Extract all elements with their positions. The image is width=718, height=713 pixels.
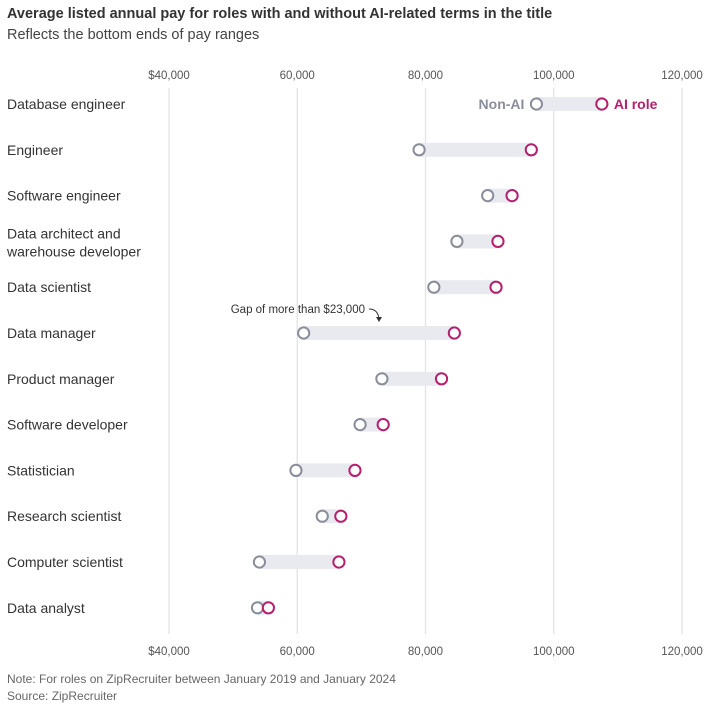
gap-annotation: Gap of more than $23,000 bbox=[231, 304, 365, 316]
category-label: Data architect and warehouse developer bbox=[6, 225, 141, 259]
non-ai-point bbox=[450, 234, 464, 248]
non-ai-point bbox=[375, 372, 389, 386]
non-ai-point bbox=[427, 280, 441, 294]
range-bar bbox=[259, 555, 339, 569]
chart-title: Average listed annual pay for roles with… bbox=[7, 6, 553, 22]
range-bar bbox=[303, 326, 455, 340]
ai-point bbox=[334, 509, 348, 523]
category-label: Computer scientist bbox=[7, 554, 123, 570]
range-bar bbox=[456, 234, 498, 249]
ai-point bbox=[491, 234, 505, 248]
range-bar bbox=[487, 188, 513, 203]
ai-point bbox=[595, 97, 609, 111]
non-ai-point bbox=[481, 189, 495, 203]
non-ai-point bbox=[252, 555, 267, 569]
non-ai-point bbox=[412, 143, 426, 157]
ai-point bbox=[332, 555, 346, 569]
chart-note: Note: For roles on ZipRecruiter between … bbox=[7, 672, 396, 686]
category-label: Data analyst bbox=[7, 600, 85, 616]
x-tick-label-bottom: 80,000 bbox=[408, 646, 443, 658]
x-tick-label-top: 100,000 bbox=[533, 70, 575, 82]
annotation-arrowhead bbox=[376, 317, 382, 322]
x-tick-label-bottom: 120,000 bbox=[661, 646, 703, 658]
non-ai-point bbox=[315, 509, 329, 523]
category-label: Engineer bbox=[7, 142, 63, 158]
range-bar bbox=[295, 463, 355, 478]
category-label: Software developer bbox=[7, 417, 128, 433]
legend-non-ai: Non-AI bbox=[479, 96, 525, 112]
ai-point bbox=[447, 326, 461, 340]
ai-point bbox=[434, 372, 449, 386]
range-bar bbox=[433, 280, 497, 295]
range-bar bbox=[381, 371, 442, 386]
ai-point bbox=[348, 463, 362, 477]
ai-point bbox=[376, 418, 390, 432]
x-tick-label-top: $40,000 bbox=[148, 70, 190, 82]
non-ai-point bbox=[353, 418, 367, 432]
range-bar bbox=[419, 142, 532, 157]
ai-point bbox=[489, 280, 503, 294]
x-tick-label-bottom: 60,000 bbox=[280, 646, 315, 658]
category-label: Research scientist bbox=[7, 508, 121, 524]
ai-point bbox=[505, 189, 519, 203]
x-tick-label-top: 120,000 bbox=[661, 70, 703, 82]
category-label: Statistician bbox=[7, 462, 75, 478]
non-ai-point bbox=[297, 326, 311, 340]
category-label: Data scientist bbox=[7, 279, 91, 295]
legend-ai: AI role bbox=[614, 96, 658, 112]
category-label: Software engineer bbox=[7, 188, 121, 204]
x-tick-label-top: 80,000 bbox=[408, 70, 443, 82]
non-ai-point bbox=[289, 463, 303, 477]
category-label: Database engineer bbox=[7, 96, 126, 112]
non-ai-point bbox=[250, 601, 265, 615]
chart-source: Source: ZipRecruiter bbox=[7, 689, 118, 703]
range-bar bbox=[536, 97, 602, 111]
x-tick-label-bottom: $40,000 bbox=[148, 646, 190, 658]
category-label: Product manager bbox=[7, 371, 115, 387]
ai-point bbox=[524, 143, 538, 157]
non-ai-point bbox=[529, 97, 544, 111]
x-tick-label-bottom: 100,000 bbox=[533, 646, 575, 658]
category-label: Data manager bbox=[7, 325, 96, 341]
ai-point bbox=[261, 601, 275, 615]
x-tick-label-top: 60,000 bbox=[280, 70, 315, 82]
range-bar bbox=[360, 417, 384, 432]
chart-subtitle: Reflects the bottom ends of pay ranges bbox=[7, 27, 260, 43]
